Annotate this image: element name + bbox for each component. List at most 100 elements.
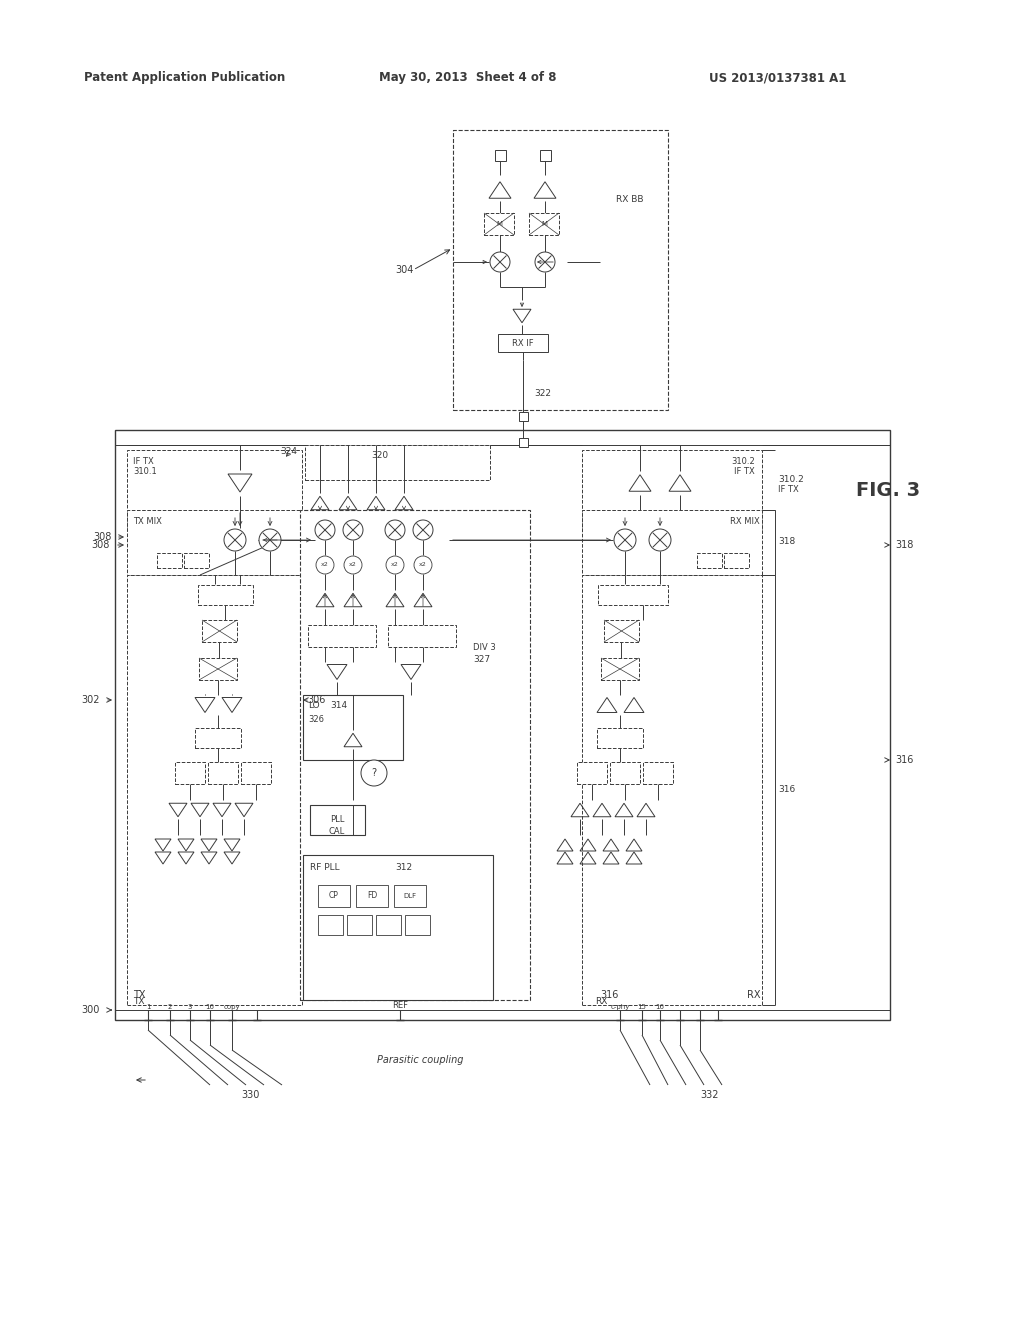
- Bar: [582, 576, 762, 1005]
- Text: REF: REF: [392, 1002, 408, 1011]
- Bar: [184, 553, 209, 568]
- Text: 1: 1: [145, 1005, 151, 1010]
- Text: x2: x2: [419, 562, 427, 568]
- Circle shape: [386, 556, 404, 574]
- Bar: [495, 149, 506, 161]
- Bar: [175, 762, 205, 784]
- Bar: [582, 450, 762, 531]
- Text: 318: 318: [778, 537, 796, 546]
- Text: 324: 324: [280, 447, 297, 457]
- Circle shape: [385, 520, 406, 540]
- Text: 310.2: 310.2: [778, 475, 804, 484]
- Bar: [318, 884, 350, 907]
- Circle shape: [344, 556, 362, 574]
- Text: x2: x2: [391, 562, 399, 568]
- Text: 326: 326: [308, 715, 324, 725]
- Text: Patent Application Publication: Patent Application Publication: [84, 71, 286, 84]
- Text: 314: 314: [330, 701, 347, 710]
- Text: M: M: [541, 220, 547, 227]
- Bar: [202, 620, 237, 642]
- Text: IF TX: IF TX: [133, 458, 154, 466]
- Bar: [453, 129, 668, 411]
- Text: LO: LO: [308, 701, 319, 710]
- Bar: [597, 729, 643, 748]
- Bar: [601, 657, 639, 680]
- Bar: [127, 510, 302, 576]
- Text: 16: 16: [206, 1005, 214, 1010]
- Text: CP: CP: [329, 891, 339, 900]
- Text: 318: 318: [895, 540, 913, 550]
- Bar: [577, 762, 607, 784]
- Bar: [208, 762, 238, 784]
- Bar: [199, 657, 237, 680]
- Circle shape: [414, 556, 432, 574]
- Bar: [300, 510, 530, 1001]
- Bar: [305, 445, 490, 480]
- Text: 316: 316: [778, 785, 796, 795]
- Text: TX: TX: [133, 998, 144, 1006]
- Text: 327: 327: [473, 656, 490, 664]
- Text: RX: RX: [746, 990, 760, 1001]
- Text: RX BB: RX BB: [616, 195, 644, 205]
- Bar: [241, 762, 271, 784]
- Text: RX MIX: RX MIX: [730, 516, 760, 525]
- Bar: [529, 213, 559, 235]
- Text: 316: 316: [895, 755, 913, 766]
- Bar: [724, 553, 749, 568]
- Circle shape: [315, 520, 335, 540]
- Text: May 30, 2013  Sheet 4 of 8: May 30, 2013 Sheet 4 of 8: [379, 71, 557, 84]
- Circle shape: [343, 520, 362, 540]
- Text: 302: 302: [82, 696, 100, 705]
- Bar: [356, 884, 388, 907]
- Circle shape: [224, 529, 246, 550]
- Bar: [198, 585, 253, 605]
- Bar: [310, 805, 365, 836]
- Bar: [518, 437, 527, 446]
- Bar: [376, 915, 401, 935]
- Text: 310.1: 310.1: [133, 467, 157, 477]
- Text: 332: 332: [700, 1090, 719, 1100]
- Bar: [518, 412, 527, 421]
- Bar: [303, 855, 493, 1001]
- Bar: [318, 915, 343, 935]
- Text: ?: ?: [372, 768, 377, 777]
- Text: 3: 3: [187, 1005, 193, 1010]
- Text: 300: 300: [82, 1005, 100, 1015]
- Text: RX: RX: [595, 998, 607, 1006]
- Circle shape: [535, 252, 555, 272]
- Bar: [540, 149, 551, 161]
- Text: 320: 320: [372, 450, 388, 459]
- Bar: [498, 334, 548, 352]
- Bar: [697, 553, 722, 568]
- Text: 322: 322: [534, 388, 551, 397]
- Bar: [308, 624, 376, 647]
- Text: DLF: DLF: [403, 894, 417, 899]
- Bar: [598, 585, 668, 605]
- Text: FD: FD: [367, 891, 377, 900]
- Text: IF TX: IF TX: [778, 486, 799, 495]
- Text: RF PLL: RF PLL: [310, 863, 340, 873]
- Text: 310.2: 310.2: [731, 458, 755, 466]
- Text: 2: 2: [168, 1005, 172, 1010]
- Bar: [394, 884, 426, 907]
- Text: 308: 308: [91, 540, 110, 550]
- Circle shape: [361, 760, 387, 785]
- Bar: [157, 553, 182, 568]
- Text: 15: 15: [638, 1005, 646, 1010]
- Text: 308: 308: [93, 532, 112, 543]
- Bar: [406, 915, 430, 935]
- Bar: [643, 762, 673, 784]
- Bar: [582, 510, 762, 576]
- Bar: [347, 915, 372, 935]
- Bar: [115, 430, 890, 1020]
- Text: 304: 304: [395, 265, 414, 275]
- Circle shape: [259, 529, 281, 550]
- Text: TX MIX: TX MIX: [133, 516, 162, 525]
- Bar: [127, 576, 302, 1005]
- Circle shape: [614, 529, 636, 550]
- Text: CAL: CAL: [329, 828, 345, 837]
- Text: copy: copy: [223, 1005, 241, 1010]
- Text: US 2013/0137381 A1: US 2013/0137381 A1: [710, 71, 847, 84]
- Bar: [303, 696, 403, 760]
- Text: Parasitic coupling: Parasitic coupling: [377, 1055, 463, 1065]
